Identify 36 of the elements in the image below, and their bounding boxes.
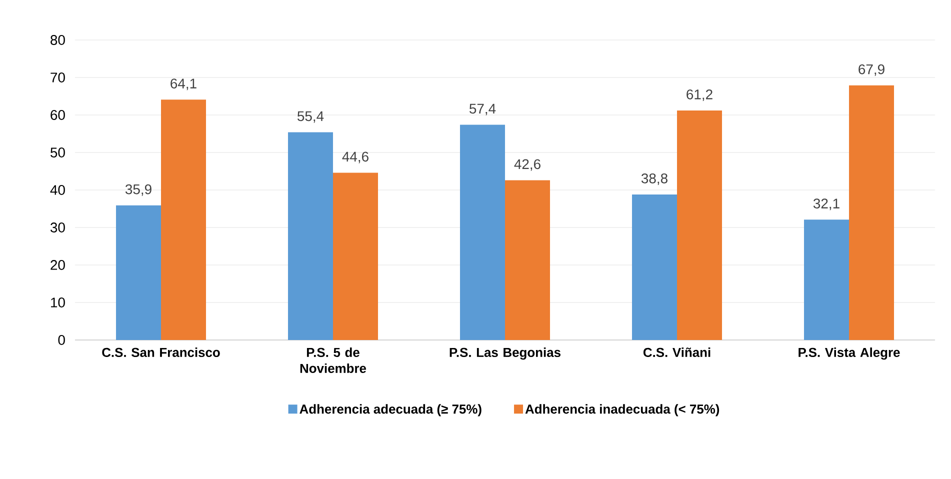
y-tick-label: 20 <box>50 260 65 270</box>
data-label: 32,1 <box>813 198 840 210</box>
legend-label: Adherencia adecuada (≥ 75%) <box>300 404 482 416</box>
y-tick-label: 0 <box>58 335 65 345</box>
bar <box>677 110 722 340</box>
y-tick-label: 60 <box>50 110 65 120</box>
bar <box>849 85 894 340</box>
x-tick-label: C.S. San Francisco <box>102 348 220 358</box>
bar <box>161 100 206 340</box>
data-label: 35,9 <box>125 184 152 196</box>
x-tick-label: P.S. Vista Alegre <box>798 348 900 360</box>
data-label: 44,6 <box>342 152 368 164</box>
data-label: 67,9 <box>858 64 884 76</box>
y-tick-label: 80 <box>50 35 65 45</box>
y-tick-label: 30 <box>50 222 65 232</box>
x-tick-label: C.S. Viñani <box>643 348 710 358</box>
bar <box>116 205 161 340</box>
data-label: 42,6 <box>514 159 540 171</box>
data-label: 61,2 <box>686 89 712 101</box>
bar <box>804 220 850 340</box>
y-tick-label: 10 <box>51 298 65 308</box>
bar <box>288 132 333 340</box>
bar <box>505 180 550 340</box>
data-label: 38,8 <box>641 173 668 185</box>
bar <box>460 124 506 340</box>
bar <box>632 194 678 340</box>
data-label: 57,4 <box>469 104 496 116</box>
data-label: 55,4 <box>297 111 324 123</box>
y-tick-label: 70 <box>50 72 65 82</box>
legend-label: Adherencia inadecuada (< 75%) <box>525 404 720 416</box>
data-label: 64,1 <box>170 78 196 90</box>
x-tick-label: P.S. Las Begonias <box>450 348 560 360</box>
y-tick-label: 50 <box>50 148 65 158</box>
bar <box>333 172 378 340</box>
x-tick-label: P.S. 5 de Noviembre <box>300 348 366 373</box>
y-tick-label: 40 <box>50 185 65 195</box>
